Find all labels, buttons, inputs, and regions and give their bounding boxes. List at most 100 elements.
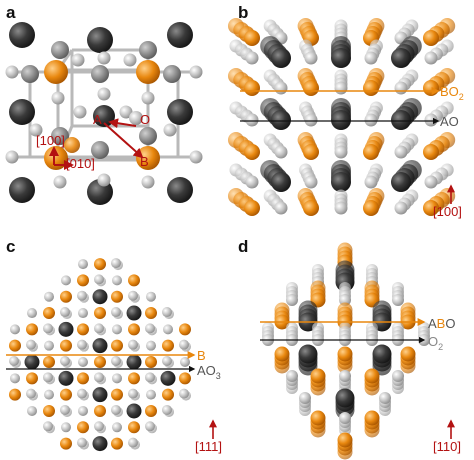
panel-a-label: a [6, 3, 16, 22]
b-site-atom [77, 372, 89, 385]
b-site-atom [244, 80, 260, 96]
b-site-atom [274, 346, 290, 362]
o-site-atom [162, 356, 172, 366]
a-site-atom [391, 48, 411, 68]
b-site-atom [400, 346, 416, 362]
o-site-atom [146, 340, 156, 351]
o-site-atom [245, 51, 259, 65]
o-site-atom [112, 275, 122, 286]
b-site-atom [337, 432, 353, 448]
bo2-plane-label: BO2 [440, 84, 464, 102]
b-site-atom [423, 144, 439, 160]
b-site-atom [145, 404, 157, 417]
o-site-atom [43, 421, 53, 432]
b-site-atom [363, 144, 379, 160]
o-site-atom [61, 422, 71, 433]
b-site-atom [64, 137, 80, 153]
o-site-atom [53, 175, 67, 189]
o-site-atom [10, 324, 20, 335]
o-site-atom [111, 258, 121, 269]
o-site-atom [26, 339, 36, 350]
b-site-atom [303, 200, 319, 216]
a-site-atom [58, 321, 74, 337]
b-site-atom [111, 339, 123, 352]
o-site-atom [128, 290, 138, 301]
o-site-atom [26, 388, 36, 399]
o-site-atom [77, 339, 87, 350]
a-site-atom [24, 354, 40, 370]
o-site-atom [77, 437, 87, 448]
abo-plane-label: ABO [428, 316, 455, 331]
a-site-atom [160, 370, 176, 386]
o-site-atom [141, 175, 155, 189]
b-site-atom [43, 404, 55, 417]
b-site-atom [423, 200, 439, 216]
panel-a-annotations: A O B [100] [010] a [6, 3, 150, 171]
b-site-atom [111, 437, 123, 450]
b-site-atom [145, 307, 157, 320]
b-site-atom [60, 339, 72, 352]
o-site-atom [304, 175, 318, 189]
panel-c-direction-label: [111] [195, 439, 222, 454]
b-site-atom [310, 410, 326, 426]
b-site-atom [128, 372, 140, 385]
o-site-atom [10, 373, 20, 384]
o-site-atom [334, 145, 348, 159]
o-site-atom [274, 145, 288, 159]
o-site-atom [97, 51, 111, 65]
o-site-atom [364, 51, 378, 65]
o-site-atom [146, 389, 156, 400]
o-site-atom [5, 150, 19, 164]
o-site-atom [179, 339, 189, 350]
b-site-atom [77, 323, 89, 336]
o-site-atom [163, 65, 181, 83]
b-site-atom [423, 30, 439, 46]
panel-a-atoms [5, 22, 203, 205]
b-site-atom [303, 144, 319, 160]
b-site-atom [363, 200, 379, 216]
o-site-atom [94, 274, 104, 285]
a-site-atom [271, 172, 291, 192]
o-site-atom [334, 81, 348, 95]
a-site-atom [167, 99, 193, 125]
o-site-atom [123, 53, 137, 67]
o-site-atom [60, 404, 70, 415]
o-site-atom [424, 51, 438, 65]
o-site-atom [392, 294, 404, 306]
o-site-atom [162, 404, 172, 415]
b-site-atom [94, 258, 106, 271]
a-site-atom [9, 22, 35, 48]
panel-b-label: b [238, 3, 248, 22]
o-site-atom [286, 294, 298, 306]
o-site-atom [78, 357, 88, 367]
o-site-atom [129, 111, 143, 125]
a-site-atom [126, 403, 142, 419]
o-site-atom [44, 340, 54, 351]
o-site-atom [91, 65, 109, 83]
o-site-atom [139, 41, 157, 59]
a-site-atom [271, 110, 291, 130]
o-site-atom [379, 392, 391, 404]
panel-d: ABO O2 [110] d [238, 237, 461, 460]
b-site-atom [303, 80, 319, 96]
panel-b: BO2 AO [100] b [227, 3, 464, 219]
o-site-atom [145, 421, 155, 432]
panel-d-label: d [238, 237, 248, 256]
o-site-atom [94, 323, 104, 334]
o2-plane-label: O2 [428, 334, 443, 352]
b-site-atom [244, 30, 260, 46]
o-site-atom [44, 291, 54, 302]
a-site-atom [87, 27, 113, 53]
a-to-b-vector [103, 122, 144, 159]
a-site-atom [92, 436, 108, 452]
o-site-atom [394, 201, 408, 215]
o-site-atom [21, 65, 39, 83]
a-site-atom [335, 388, 355, 408]
o-site-atom [141, 91, 155, 105]
panel-c-label: c [6, 237, 15, 256]
a-site-atom [391, 110, 411, 130]
o-site-atom [334, 201, 348, 215]
a-site-atom [126, 354, 142, 370]
ao3-plane-label: AO3 [197, 363, 221, 381]
o-site-atom [5, 65, 19, 79]
